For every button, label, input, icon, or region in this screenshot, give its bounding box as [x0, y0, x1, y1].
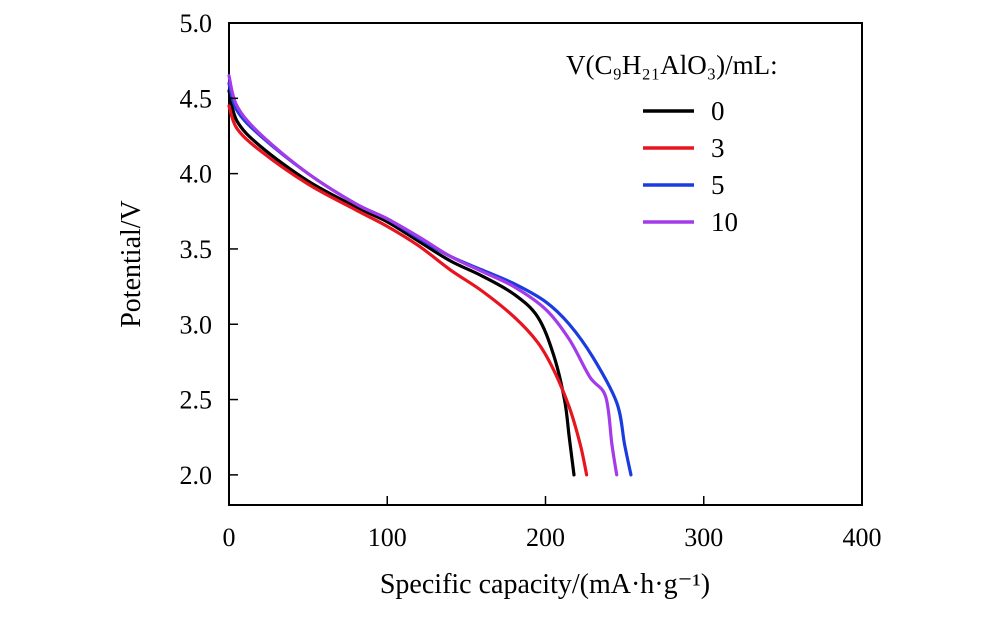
series-line-0: [227, 89, 576, 477]
x-tick-label: 200: [526, 523, 565, 552]
y-tick-label: 3.5: [180, 235, 213, 264]
legend-label-5: 5: [711, 170, 725, 200]
y-axis-title: Potential/V: [116, 200, 147, 328]
x-tick-label: 100: [368, 523, 407, 552]
legend-title: V(C₉H₂₁AlO₃)/mL:: [566, 50, 778, 80]
y-tick-label: 5.0: [180, 9, 213, 38]
x-tick-label: 400: [843, 523, 882, 552]
series-line-10: [227, 74, 619, 477]
x-axis-title: Specific capacity/(mA·h·g⁻¹): [380, 569, 710, 600]
y-tick-label: 3.0: [180, 310, 213, 339]
x-tick-label: 0: [223, 523, 236, 552]
legend: V(C₉H₂₁AlO₃)/mL: 0 3 5 10: [566, 50, 778, 237]
y-tick-label: 2.5: [180, 386, 213, 415]
series-layer: [227, 74, 633, 477]
y-tick-label: 2.0: [180, 461, 213, 490]
plot-frame: [228, 22, 863, 506]
x-tick-label: 300: [684, 523, 723, 552]
y-tick-label: 4.5: [180, 84, 213, 113]
y-tick-label: 4.0: [180, 160, 213, 189]
legend-label-10: 10: [711, 207, 738, 237]
series-line-3: [227, 104, 589, 477]
legend-label-3: 3: [711, 133, 725, 163]
legend-label-0: 0: [711, 96, 725, 126]
